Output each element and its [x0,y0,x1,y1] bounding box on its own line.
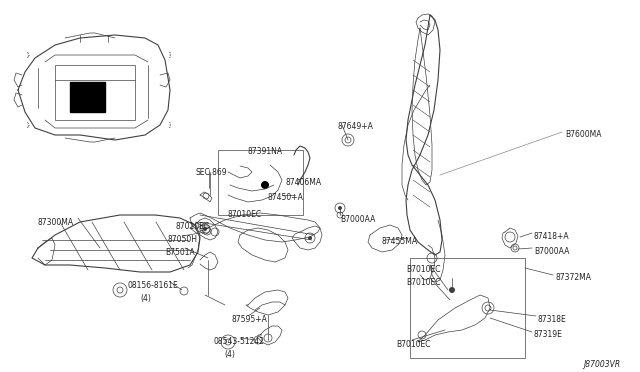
Text: B7600MA: B7600MA [565,130,602,139]
Text: 87318E: 87318E [538,315,567,324]
Text: 87595+A: 87595+A [232,315,268,324]
Text: 87455MA: 87455MA [382,237,418,246]
Text: (4): (4) [224,350,235,359]
Text: B7010EC: B7010EC [406,278,440,287]
Text: SEC.869: SEC.869 [195,168,227,177]
Bar [70,82,105,112]
Text: J87003VR: J87003VR [583,360,620,369]
Text: 08156-8161E: 08156-8161E [128,281,179,290]
Text: B7000AA: B7000AA [340,215,376,224]
Circle shape [261,181,269,189]
Text: B7010EC: B7010EC [406,265,440,274]
Text: B7010EC: B7010EC [396,340,431,349]
Circle shape [449,287,455,293]
Text: 87050H: 87050H [168,235,198,244]
Text: 87010EC: 87010EC [228,210,262,219]
Text: 87649+A: 87649+A [337,122,373,131]
Text: 87372MA: 87372MA [556,273,592,282]
Text: 87450+A: 87450+A [268,193,304,202]
Bar [218,150,303,215]
Text: 87418+A: 87418+A [534,232,570,241]
Text: 87300MA: 87300MA [38,218,74,227]
Text: 08543-51242: 08543-51242 [213,337,264,346]
Bar [410,258,525,358]
Text: B7501A: B7501A [165,248,195,257]
Text: 87319E: 87319E [534,330,563,339]
Text: 87010EC: 87010EC [175,222,209,231]
Text: (4): (4) [140,294,151,303]
Text: 87406MA: 87406MA [286,178,322,187]
Text: 87391NA: 87391NA [248,147,283,156]
Circle shape [338,206,342,210]
Circle shape [308,236,312,240]
Circle shape [203,227,207,231]
Bar [55,65,135,120]
Text: B7000AA: B7000AA [534,247,570,256]
